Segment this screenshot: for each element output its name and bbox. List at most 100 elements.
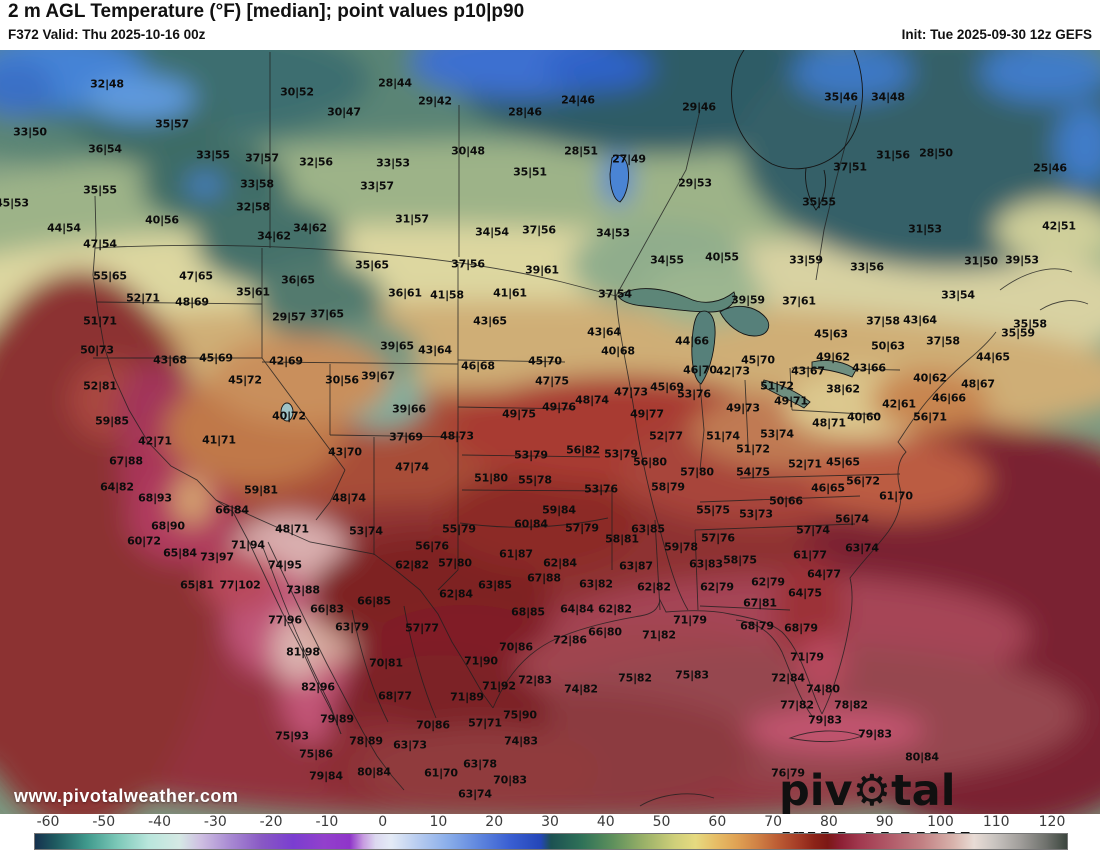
us-mexico-border: [215, 499, 494, 709]
temperature-region: [440, 470, 640, 570]
border-wa-or: [95, 301, 263, 305]
coastline-baja-west: [232, 511, 342, 735]
coastline-maritimes-2: [1039, 300, 1089, 311]
great-salt-lake: [280, 402, 294, 422]
map-canvas: [0, 50, 1100, 815]
colorbar-tick: -20: [259, 814, 283, 830]
border-wy-co: [329, 434, 461, 438]
border-va-nc: [739, 473, 901, 479]
temperature-region: [0, 60, 55, 116]
temperature-region: [255, 260, 385, 340]
colorbar-tick: -60: [36, 814, 60, 830]
james-bay: [805, 167, 827, 211]
coastline-yucatan: [639, 793, 715, 807]
colorbar-tick: -10: [315, 814, 339, 830]
colorbar-tick: 80: [819, 814, 838, 830]
lake-huron: [719, 305, 770, 337]
valid-time-label: F372 Valid: Thu 2025-10-16 00z: [8, 27, 206, 42]
coastline-gulf: [492, 598, 823, 715]
coastline-east: [821, 331, 997, 715]
border-nd-sd: [457, 359, 566, 363]
colorbar-tick: 120: [1038, 814, 1066, 830]
lakes: [280, 50, 863, 422]
border-ca-nv: [261, 357, 346, 471]
coastline-maritimes-1: [999, 268, 1073, 291]
colorbar-tick: 10: [429, 814, 448, 830]
temperature-region: [980, 50, 1100, 102]
colorbar-tick: 30: [541, 814, 559, 830]
temperature-region: [210, 335, 390, 425]
temperature-region: [995, 200, 1100, 260]
border-tx-panhandle: [437, 490, 459, 591]
colorbar-tick: 60: [708, 814, 727, 830]
colorbar-tick: -30: [203, 814, 227, 830]
lake-erie: [761, 379, 811, 409]
colorbar-tick: 110: [982, 814, 1010, 830]
lake-superior: [617, 288, 736, 313]
border-sd-ne: [457, 406, 576, 410]
temperature-region: [85, 76, 195, 120]
colorbar-tick: 70: [764, 814, 783, 830]
init-time-label: Init: Tue 2025-09-30 12z GEFS: [901, 27, 1092, 42]
temperature-field-svg: [0, 50, 1100, 815]
border-in-oh: [744, 379, 749, 446]
border-ky-tn: [699, 495, 861, 503]
colorbar-tick: 0: [378, 814, 388, 830]
colorbar-tick: 90: [875, 814, 894, 830]
colorbar-tick: 20: [485, 814, 504, 830]
border-mx-sierra-2: [403, 605, 437, 719]
border-mb-on: [615, 109, 701, 297]
hudson-bay-coast: [731, 50, 863, 170]
colorbar-tick: 50: [652, 814, 671, 830]
temperature-region: [797, 635, 847, 695]
temperature-region: [792, 50, 912, 100]
border-mx-sierra-1: [351, 609, 389, 723]
border-pa-south: [791, 409, 881, 416]
border-ms-west: [654, 519, 661, 611]
border-ms-al: [694, 529, 699, 611]
logo-text-left: piv: [779, 766, 853, 816]
border-ne-ks: [461, 454, 601, 458]
border-ks-ok: [461, 489, 613, 492]
page-title: 2 m AGL Temperature (°F) [median]; point…: [8, 1, 525, 22]
border-ca-az: [315, 469, 346, 521]
border-on-qc: [815, 104, 857, 281]
coastline-baja-east: [261, 544, 342, 735]
colorbar-tick: -50: [92, 814, 116, 830]
border-red-river: [459, 517, 609, 528]
mississippi-river: [615, 295, 689, 611]
lake-ontario: [811, 359, 857, 378]
temperature-region: [870, 370, 990, 430]
us-canada-border: [94, 244, 617, 297]
temperature-region: [745, 708, 925, 752]
border-oh-pa: [789, 367, 793, 411]
temperature-region: [1055, 105, 1100, 185]
coastline-west: [92, 195, 234, 513]
coastline-florida-west: [735, 619, 813, 717]
border-tn-al: [694, 523, 856, 531]
temperature-region: [360, 725, 600, 815]
watermark-url: www.pivotalweather.com: [14, 786, 239, 806]
map-borders: [92, 52, 1089, 807]
colorbar-tick: -40: [148, 814, 171, 830]
border-mt-wy: [261, 361, 459, 365]
lake-winnipeg: [609, 154, 629, 203]
temperature-region: [187, 175, 223, 195]
coastline-gulf-california: [267, 541, 405, 791]
temperature-region: [200, 550, 280, 610]
colorbar-tick: 100: [927, 814, 954, 830]
lake-michigan: [691, 310, 716, 385]
colorbar: [34, 833, 1068, 850]
temperature-blobs: [0, 50, 1100, 815]
colorbar-tick: 40: [596, 814, 615, 830]
header: 2 m AGL Temperature (°F) [median]; point…: [0, 0, 1100, 50]
border-ga-fl: [699, 605, 791, 611]
colorbar-tick-labels: -60 -50 -40 -30 -20 -10 0 10 20 30 40 50 60 70 80 90 100…: [0, 814, 1100, 832]
temperature-region: [543, 50, 653, 90]
border-il-in: [699, 383, 705, 471]
coastline-cuba: [788, 730, 864, 743]
gear-icon: ⚙: [852, 766, 892, 816]
temperature-region: [172, 475, 212, 525]
temperature-region: [810, 440, 990, 520]
